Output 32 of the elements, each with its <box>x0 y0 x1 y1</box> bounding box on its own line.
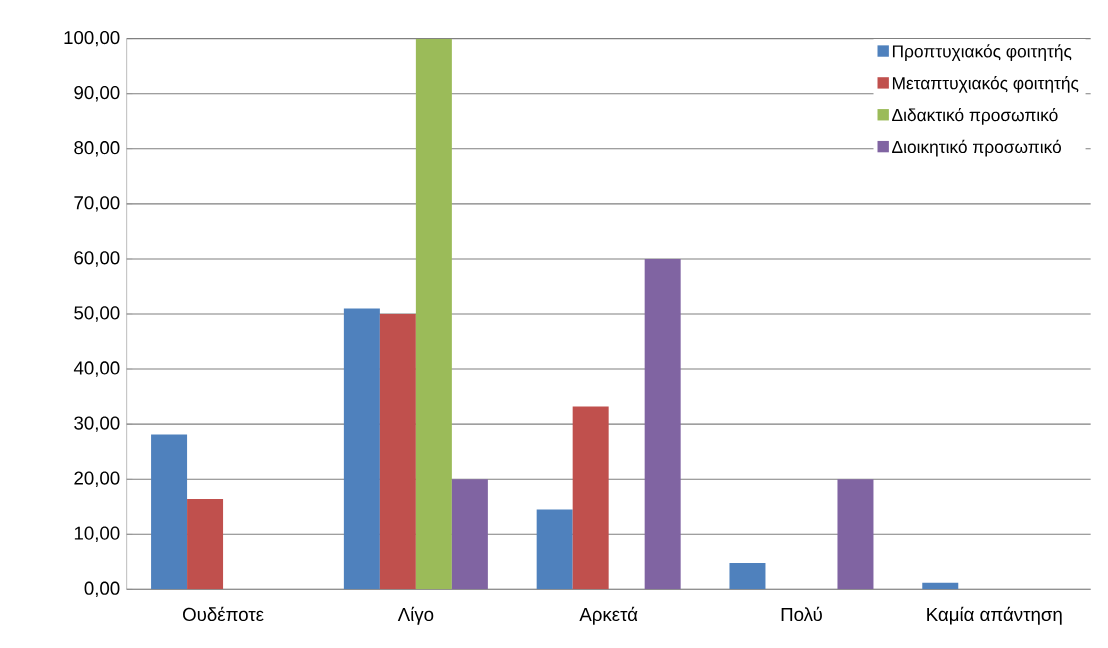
bar <box>151 434 188 590</box>
legend-label: Διοικητικό προσωπικό <box>892 139 1061 157</box>
legend-label: Διδακτικό προσωπικό <box>892 107 1058 125</box>
y-tick-label: 0,00 <box>84 581 120 598</box>
bar <box>644 258 681 590</box>
y-tick-label: 40,00 <box>73 361 120 377</box>
y-tick-label: 20,00 <box>74 471 120 487</box>
bar <box>451 479 488 590</box>
legend-label: Προπτυχιακός φοιτητής <box>892 44 1072 61</box>
x-tick-label: Αρκετά <box>579 606 638 625</box>
y-tick-label: 80,00 <box>74 141 120 157</box>
y-tick-label: 60,00 <box>74 251 120 267</box>
y-tick-label: 10,00 <box>74 526 120 542</box>
y-tick-label: 90,00 <box>74 86 120 102</box>
x-tick-label: Πολύ <box>781 606 822 622</box>
y-tick-label: 30,00 <box>74 416 120 432</box>
bar <box>343 308 380 590</box>
bar <box>379 313 416 590</box>
x-tick-label: Καμία απάντηση <box>927 606 1062 625</box>
bar <box>729 562 766 590</box>
bar <box>536 509 573 590</box>
bar <box>572 406 609 590</box>
y-tick-label: 70,00 <box>74 196 120 212</box>
legend-label: Μεταπτυχιακός φοιτητής <box>892 76 1079 93</box>
bar <box>415 38 452 590</box>
x-tick-label: Ουδέποτε <box>183 606 264 622</box>
y-tick-label: 50,00 <box>74 306 120 322</box>
bar <box>837 479 874 590</box>
bar <box>187 499 224 590</box>
x-tick-label: Λίγο <box>397 606 434 625</box>
bar <box>922 582 959 590</box>
y-tick-label: 100,00 <box>64 30 120 47</box>
